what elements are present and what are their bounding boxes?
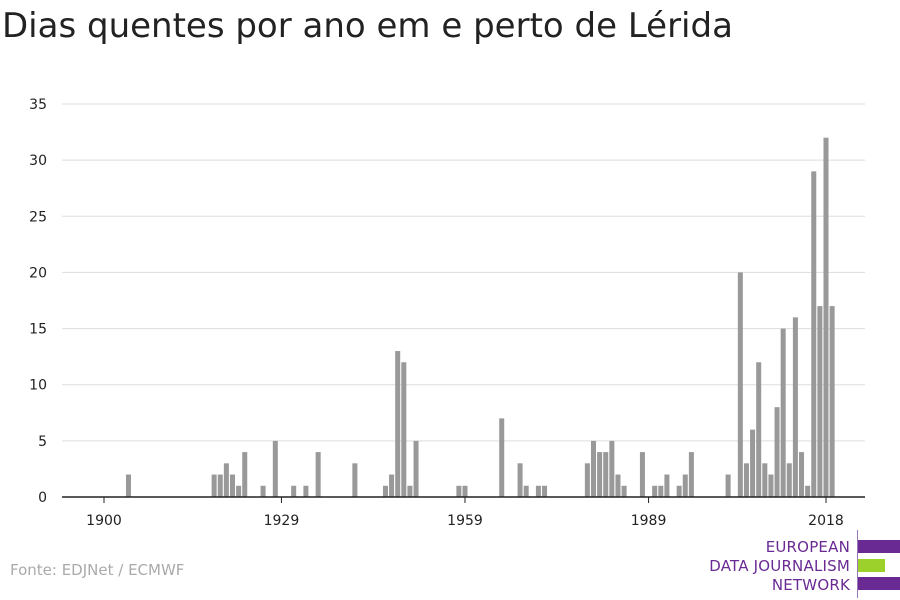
bar [805, 485, 811, 497]
logo-divider [857, 530, 858, 598]
bar [223, 463, 229, 497]
bar [590, 440, 597, 497]
chart-title: Dias quentes por ano em e perto de Lérid… [2, 6, 733, 46]
bar [229, 474, 236, 497]
bar [658, 485, 664, 497]
bar [811, 171, 817, 497]
bar [639, 452, 645, 497]
bar [823, 137, 829, 497]
source-note: Fonte: EDJNet / ECMWF [10, 561, 185, 579]
gridlines [62, 103, 865, 442]
bar [792, 317, 798, 497]
bar [688, 452, 694, 497]
bar [597, 452, 603, 497]
bar [291, 485, 297, 497]
bar [211, 474, 217, 497]
logo-bar-purple-bottom [858, 577, 900, 590]
bar [609, 440, 615, 497]
bar [260, 485, 266, 497]
bar [682, 474, 688, 497]
logo-text-line-3: NETWORK [771, 576, 850, 594]
bar [303, 485, 309, 497]
y-tick-label: 0 [38, 490, 47, 506]
bar [817, 306, 823, 497]
edjnet-logo: EUROPEAN DATA JOURNALISM NETWORK [700, 530, 900, 600]
y-tick-label: 15 [29, 322, 47, 338]
bar [462, 485, 468, 497]
bar [523, 485, 529, 497]
bar [786, 463, 792, 497]
bar [272, 440, 278, 497]
x-tick-label: 1929 [264, 513, 300, 529]
bar [125, 474, 131, 497]
y-tick-label: 25 [29, 209, 47, 225]
bar [584, 463, 590, 497]
y-axis-tick-labels: 0 5 10 15 20 25 30 35 [29, 97, 47, 506]
bar [652, 485, 658, 497]
bar [750, 429, 756, 497]
logo-bar-green [858, 559, 885, 572]
bar [499, 418, 505, 497]
y-tick-label: 35 [29, 97, 47, 113]
y-tick-label: 20 [29, 265, 47, 281]
y-tick-label: 30 [29, 153, 47, 169]
bar [743, 463, 749, 497]
bar [780, 328, 786, 497]
bar [762, 463, 768, 497]
logo-text-line-2: DATA JOURNALISM [709, 557, 850, 575]
bar [535, 485, 541, 497]
bar [517, 463, 523, 497]
bar [725, 474, 731, 497]
bar [382, 485, 388, 497]
x-tick-label: 1989 [631, 513, 667, 529]
bar [242, 452, 248, 497]
bar [615, 474, 621, 497]
bar [236, 485, 242, 497]
y-tick-label: 5 [38, 434, 47, 450]
bar [603, 452, 609, 497]
bar [621, 485, 627, 497]
x-tick-label: 1959 [447, 513, 483, 529]
x-axis-ticks: 1900 1929 1959 1989 2018 [86, 497, 844, 529]
x-tick-label: 1900 [86, 513, 122, 529]
logo-text-line-1: EUROPEAN [765, 538, 850, 556]
bar [676, 485, 682, 497]
bar [395, 351, 401, 497]
x-tick-label: 2018 [808, 513, 844, 529]
bar [413, 440, 419, 497]
bar [352, 463, 358, 497]
bar [401, 362, 407, 497]
bar [829, 306, 835, 497]
logo-bar-purple-top [858, 540, 900, 553]
bar [542, 485, 548, 497]
bars [125, 137, 835, 497]
bar [774, 407, 780, 497]
bar [737, 272, 743, 497]
bar [217, 474, 223, 497]
bar [756, 362, 762, 497]
bar [389, 474, 395, 497]
bar [768, 474, 774, 497]
bar [407, 485, 413, 497]
bar [315, 452, 321, 497]
bar [664, 474, 670, 497]
y-tick-label: 10 [29, 378, 47, 394]
bar [456, 485, 462, 497]
bar [799, 452, 805, 497]
